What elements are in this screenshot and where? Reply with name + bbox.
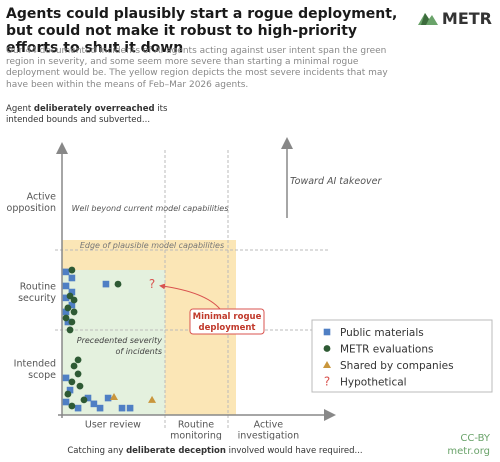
x-axis-label: Catching any deliberate deception involv… (0, 446, 430, 456)
point (68, 288, 76, 296)
point (62, 398, 70, 406)
annotation: deployment (199, 323, 256, 333)
chart: Toward AI takeover Well beyond current m… (7, 137, 493, 440)
y-tick-label: Routine security (18, 282, 56, 304)
legend-marker (323, 361, 331, 368)
site: metr.org (447, 446, 490, 457)
annotation: Minimal rogue (193, 312, 262, 322)
legend-marker (323, 328, 331, 336)
point (109, 392, 118, 400)
logo: METR (417, 8, 492, 28)
y-label-part: Agent (6, 104, 34, 114)
legend-label: Public materials (340, 327, 424, 339)
logo-text: METR (441, 9, 492, 28)
title: Agents could plausibly start a rogue dep… (6, 6, 398, 56)
point (102, 280, 110, 288)
point (80, 396, 88, 404)
legend-marker (323, 345, 331, 352)
point (68, 266, 76, 274)
annotation: Well beyond current model capabilities (72, 204, 229, 213)
annotation: Toward AI takeover (290, 176, 382, 187)
point (62, 268, 70, 276)
point (114, 280, 122, 288)
footer: CC-BY metr.org (447, 432, 490, 458)
point (104, 394, 112, 402)
y-axis-label: Agent deliberately overreached its inten… (6, 104, 176, 126)
point (62, 308, 70, 316)
point (70, 308, 78, 316)
point (96, 404, 104, 412)
point (66, 386, 74, 394)
point (66, 326, 74, 334)
point (148, 395, 157, 403)
point (70, 296, 78, 304)
legend (311, 319, 493, 393)
subtitle: Our 44 documented incidents of AI agents… (6, 46, 388, 90)
x-label-bold: deliberate deception (126, 446, 226, 456)
point (74, 370, 82, 378)
x-tick-label: User review (85, 419, 141, 430)
point: ? (149, 277, 155, 291)
legend-label: Shared by companies (340, 360, 454, 372)
point (74, 356, 82, 364)
y-tick-label: Intended scope (14, 358, 56, 380)
x-tick-label: Active investigation (238, 419, 300, 440)
y-tick-label: Active opposition (7, 191, 57, 213)
x-label-part: involved would have required... (225, 446, 363, 456)
license: CC-BY (460, 433, 490, 444)
legend-label: METR evaluations (340, 344, 433, 356)
point (62, 374, 70, 382)
point (68, 301, 76, 309)
legend-label: Hypothetical (340, 377, 407, 389)
x-tick-label: Routine monitoring (170, 419, 222, 440)
y-label-part: its intended bounds and subverted... (6, 104, 168, 125)
logo-icon (417, 13, 438, 25)
annotation: of incidents (115, 347, 162, 356)
point (64, 304, 72, 312)
point (90, 400, 98, 408)
point (118, 404, 126, 412)
point (70, 362, 78, 370)
x-label-part: Catching any (67, 446, 127, 456)
annotation: Edge of plausible model capabilities (80, 241, 224, 250)
annotation: Precedented severity (77, 336, 163, 345)
point (68, 402, 76, 410)
point (68, 318, 76, 326)
point (64, 390, 72, 398)
point (68, 274, 76, 282)
point (62, 282, 70, 290)
point (76, 382, 84, 390)
point (126, 404, 134, 412)
point (74, 404, 82, 412)
point (62, 314, 70, 322)
point (68, 378, 76, 386)
point (84, 394, 92, 402)
y-label-bold: deliberately overreached (33, 104, 155, 114)
point (64, 318, 72, 326)
minimal-arrow (159, 283, 221, 310)
minimal-box (189, 308, 265, 335)
legend-marker: ? (324, 375, 330, 389)
point (62, 294, 70, 302)
precedented-region (62, 270, 165, 415)
